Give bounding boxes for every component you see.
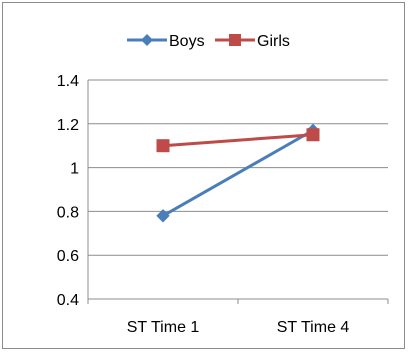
legend-label-boys: Boys	[169, 33, 205, 50]
data-point-girls	[306, 128, 320, 142]
x-tick-label: ST Time 1	[127, 319, 200, 336]
y-tick-label: 0.6	[57, 248, 79, 265]
data-point-boys	[156, 209, 170, 223]
data-point-girls	[156, 139, 170, 153]
legend-marker-girls	[229, 34, 241, 46]
series-line-boys	[162, 129, 314, 218]
legend-marker-boys	[141, 34, 153, 46]
y-tick-label: 1.4	[57, 73, 79, 90]
chart-frame	[2, 2, 405, 349]
y-tick-label: 1	[70, 161, 79, 178]
y-tick-label: 0.8	[57, 204, 79, 221]
y-tick-label: 0.4	[57, 292, 79, 309]
series-line-girls	[162, 133, 314, 148]
x-tick-label: ST Time 4	[277, 319, 350, 336]
legend-label-girls: Girls	[257, 33, 290, 50]
y-tick-label: 1.2	[57, 117, 79, 134]
